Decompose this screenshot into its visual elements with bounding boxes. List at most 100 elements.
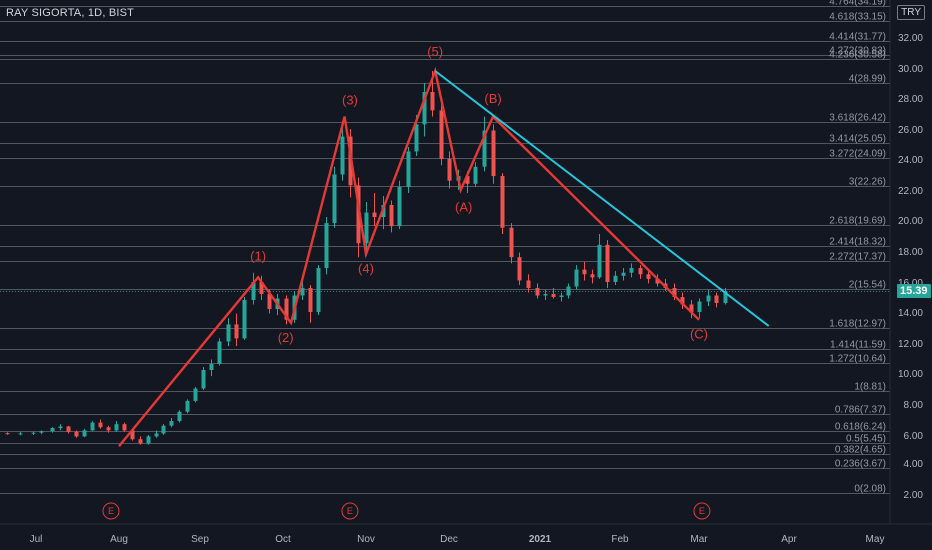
wave-label: (C)	[690, 327, 708, 342]
earnings-event-label: E	[108, 506, 114, 516]
candle-body	[259, 282, 264, 294]
candle-body	[465, 176, 470, 184]
candle-body	[39, 431, 44, 433]
elliott-wave-path	[118, 66, 700, 447]
candle-body	[526, 280, 531, 288]
candle-body	[621, 272, 626, 276]
candle-body	[106, 427, 111, 431]
candle-body	[201, 370, 206, 389]
candle-body	[177, 411, 182, 422]
x-tick-label: Jul	[30, 534, 43, 545]
candle-body	[300, 288, 305, 296]
candle-body	[154, 433, 159, 437]
candle-body	[267, 294, 272, 309]
fib-level-label: 4.414(31.77)	[829, 32, 886, 43]
candle-body	[430, 92, 435, 111]
candle-body	[406, 151, 411, 187]
candle-body	[332, 174, 337, 224]
candle-body	[629, 268, 634, 273]
candle-body	[723, 291, 728, 303]
y-tick-label: 10.00	[898, 369, 923, 380]
candle-body	[161, 425, 166, 434]
candle-body	[559, 295, 564, 297]
candle-body	[316, 268, 321, 312]
candle-body	[605, 244, 610, 282]
fib-level-label: 4.618(33.15)	[829, 12, 886, 23]
x-tick-label: Aug	[110, 534, 128, 545]
fib-level-label: 0.5(5.45)	[846, 434, 886, 445]
candle-body	[58, 426, 63, 429]
candle-body	[414, 124, 419, 152]
candle-body	[500, 176, 505, 228]
x-tick-label: Oct	[275, 534, 291, 545]
candle-body	[491, 130, 496, 177]
candle-body	[226, 324, 231, 342]
candle-body	[122, 424, 127, 431]
x-tick-label: 2021	[529, 534, 552, 545]
candle-body	[5, 433, 10, 435]
candle-body	[439, 110, 444, 159]
y-tick-label: 2.00	[904, 490, 924, 501]
candle-body	[130, 430, 135, 440]
candle-body	[566, 286, 571, 296]
y-tick-label: 24.00	[898, 155, 923, 166]
y-tick-label: 26.00	[898, 125, 923, 136]
candle-body	[397, 186, 402, 227]
candle-body	[193, 388, 198, 401]
y-tick-label: 6.00	[904, 431, 924, 442]
fib-level-label: 1.414(11.59)	[830, 340, 886, 351]
y-tick-label: 18.00	[898, 247, 923, 258]
candle-body	[543, 294, 548, 296]
candle-body	[18, 433, 23, 435]
candle-body	[372, 212, 377, 217]
y-tick-label: 22.00	[898, 186, 923, 197]
candle-body	[422, 92, 427, 125]
candle-body	[90, 422, 95, 431]
candle-body	[672, 288, 677, 297]
candle-body	[82, 430, 87, 437]
candle-body	[169, 421, 174, 426]
candle-body	[574, 269, 579, 287]
x-tick-label: Mar	[690, 534, 708, 545]
candle-body	[217, 341, 222, 364]
symbol-title: RAY SIGORTA, 1D, BIST	[6, 7, 135, 19]
fib-level-label: 3.618(26.42)	[829, 113, 886, 124]
candle-body	[447, 159, 452, 181]
candle-body	[251, 282, 256, 300]
candle-body	[638, 268, 643, 275]
fib-level-label: 1.272(10.64)	[829, 354, 886, 365]
fib-level-label: 2.414(18.32)	[829, 237, 886, 248]
candle-body	[655, 278, 660, 284]
candle-body	[234, 324, 239, 339]
candle-body	[356, 185, 361, 244]
fib-level-label: 3.272(24.09)	[829, 149, 886, 160]
y-tick-label: 14.00	[898, 308, 923, 319]
earnings-event-label: E	[347, 506, 353, 516]
earnings-event-label: E	[699, 506, 705, 516]
x-tick-label: Nov	[357, 534, 375, 545]
candle-body	[74, 431, 79, 437]
fib-level-label: 4.272(30.83)	[829, 46, 886, 57]
candle-body	[517, 257, 522, 281]
y-tick-label: 30.00	[898, 64, 923, 75]
candle-body	[98, 422, 103, 428]
candle-body	[697, 301, 702, 312]
candle-body	[482, 130, 487, 167]
x-tick-label: Feb	[611, 534, 629, 545]
candle-body	[582, 269, 587, 275]
descending-trendline	[434, 70, 770, 327]
fib-level-label: 4.764(34.19)	[829, 0, 886, 8]
currency-selector[interactable]: TRY	[897, 5, 925, 20]
x-tick-label: May	[866, 534, 885, 545]
y-tick-label: 12.00	[898, 339, 923, 350]
candle-body	[714, 295, 719, 303]
candle-body	[50, 428, 55, 432]
candle-body	[138, 439, 143, 444]
candle-body	[31, 432, 36, 434]
fib-level-label: 3.414(25.05)	[829, 134, 886, 145]
last-price-badge: 15.39	[897, 283, 931, 298]
candle-body	[66, 426, 71, 432]
candle-body	[590, 274, 595, 278]
fib-level-label: 3(22.26)	[849, 177, 886, 188]
